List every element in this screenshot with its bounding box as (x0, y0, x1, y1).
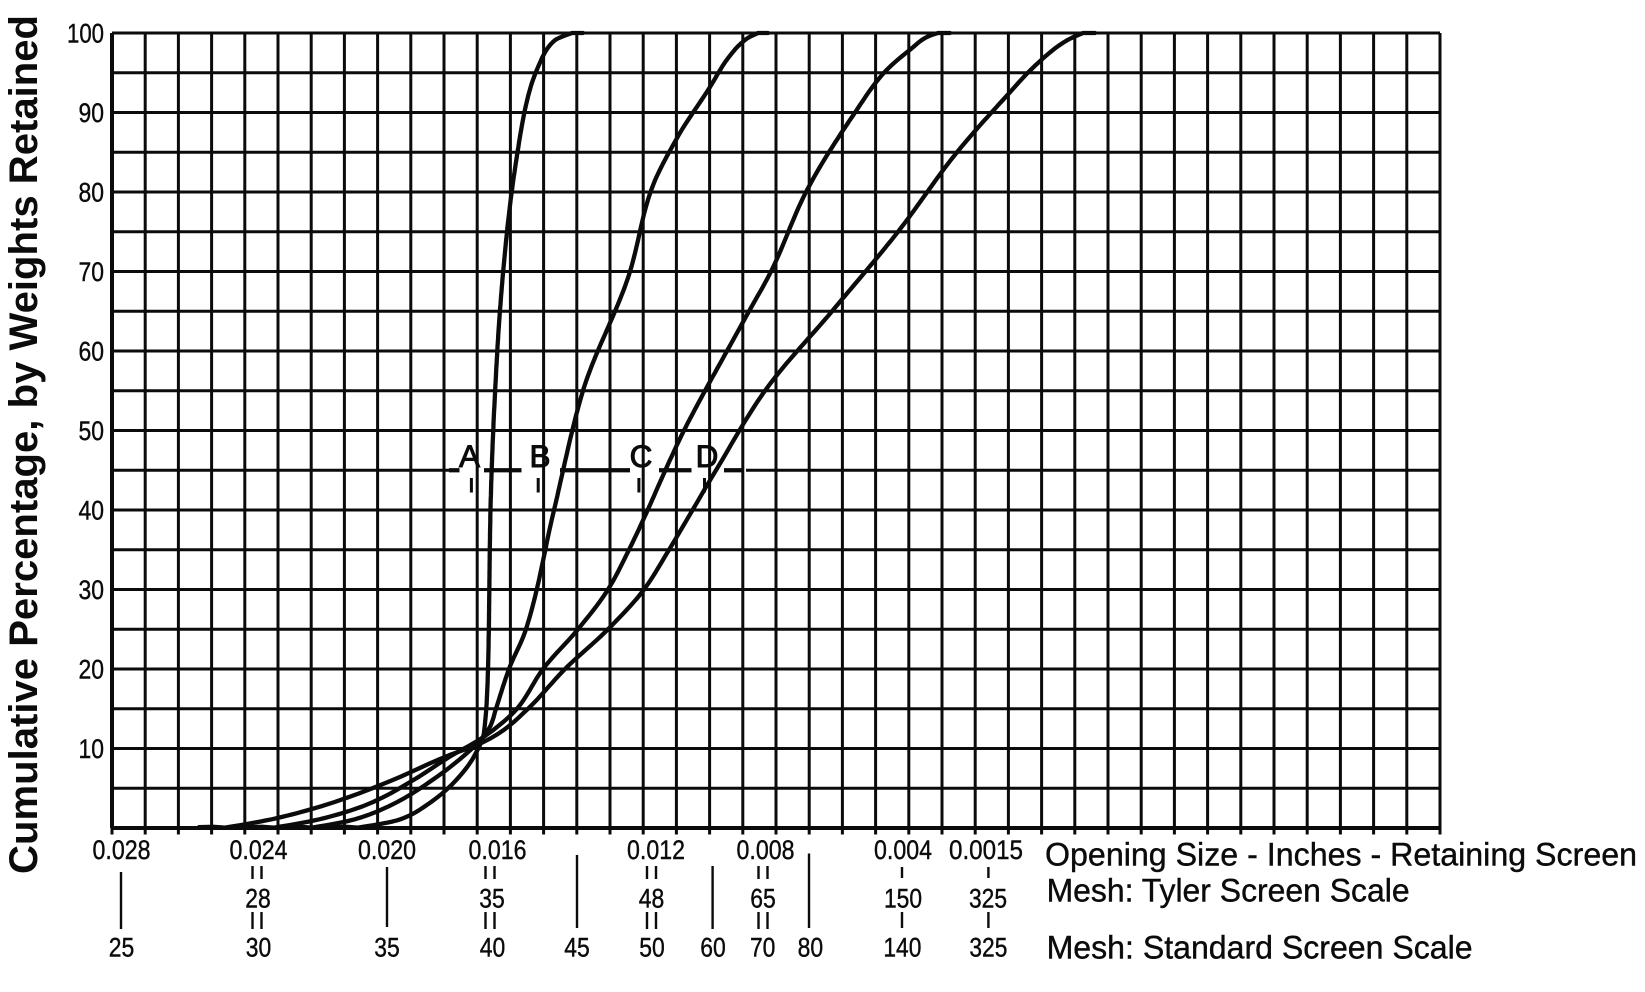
svg-text:60: 60 (700, 933, 726, 963)
svg-text:Cumulative Percentage, by Weig: Cumulative Percentage, by Weights Retain… (2, 15, 46, 874)
svg-text:60: 60 (79, 337, 105, 367)
svg-text:325: 325 (969, 884, 1007, 914)
svg-text:48: 48 (639, 884, 665, 914)
svg-text:0.020: 0.020 (358, 835, 416, 865)
svg-text:0.016: 0.016 (469, 835, 527, 865)
svg-text:28: 28 (245, 884, 271, 914)
svg-text:150: 150 (884, 884, 922, 914)
svg-text:D: D (696, 438, 719, 474)
svg-text:65: 65 (750, 884, 776, 914)
svg-text:20: 20 (79, 655, 105, 685)
svg-text:140: 140 (883, 933, 921, 963)
svg-text:50: 50 (79, 416, 105, 446)
svg-text:B: B (529, 438, 550, 474)
svg-text:70: 70 (750, 933, 776, 963)
svg-text:40: 40 (480, 933, 506, 963)
svg-text:80: 80 (79, 178, 105, 208)
svg-text:0.0015: 0.0015 (949, 835, 1023, 865)
svg-text:30: 30 (79, 575, 105, 605)
svg-text:C: C (630, 438, 653, 474)
svg-text:70: 70 (79, 257, 105, 287)
svg-text:0.012: 0.012 (627, 835, 685, 865)
svg-text:90: 90 (79, 98, 105, 128)
svg-text:0.028: 0.028 (93, 835, 151, 865)
svg-text:Opening Size - Inches - Retain: Opening Size - Inches - Retaining Screen (1045, 836, 1637, 872)
svg-text:0.004: 0.004 (874, 835, 932, 865)
svg-text:Mesh: Tyler Screen Scale: Mesh: Tyler Screen Scale (1047, 872, 1410, 908)
svg-text:80: 80 (798, 933, 824, 963)
svg-text:0.008: 0.008 (737, 835, 795, 865)
svg-text:325: 325 (969, 933, 1007, 963)
svg-text:0.024: 0.024 (230, 835, 288, 865)
svg-text:Mesh: Standard Screen Scale: Mesh: Standard Screen Scale (1047, 929, 1473, 965)
svg-text:35: 35 (374, 933, 400, 963)
svg-text:45: 45 (564, 933, 590, 963)
svg-text:50: 50 (639, 933, 665, 963)
svg-text:35: 35 (479, 884, 505, 914)
svg-text:100: 100 (67, 19, 104, 49)
svg-text:40: 40 (79, 496, 105, 526)
svg-text:A: A (459, 438, 480, 474)
svg-text:25: 25 (109, 933, 135, 963)
svg-text:10: 10 (79, 734, 105, 764)
svg-text:30: 30 (246, 933, 272, 963)
